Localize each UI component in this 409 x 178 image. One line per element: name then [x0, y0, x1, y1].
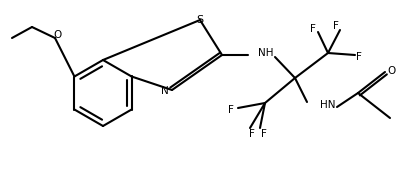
Text: F: F — [332, 21, 338, 31]
Text: NH: NH — [257, 48, 273, 58]
Text: HN: HN — [319, 100, 335, 110]
Text: F: F — [227, 105, 234, 115]
Text: F: F — [261, 129, 266, 139]
Text: F: F — [355, 52, 361, 62]
Text: S: S — [196, 15, 203, 25]
Text: O: O — [387, 66, 395, 76]
Text: F: F — [248, 129, 254, 139]
Text: O: O — [54, 30, 62, 40]
Text: F: F — [309, 24, 315, 34]
Text: N: N — [161, 86, 169, 96]
